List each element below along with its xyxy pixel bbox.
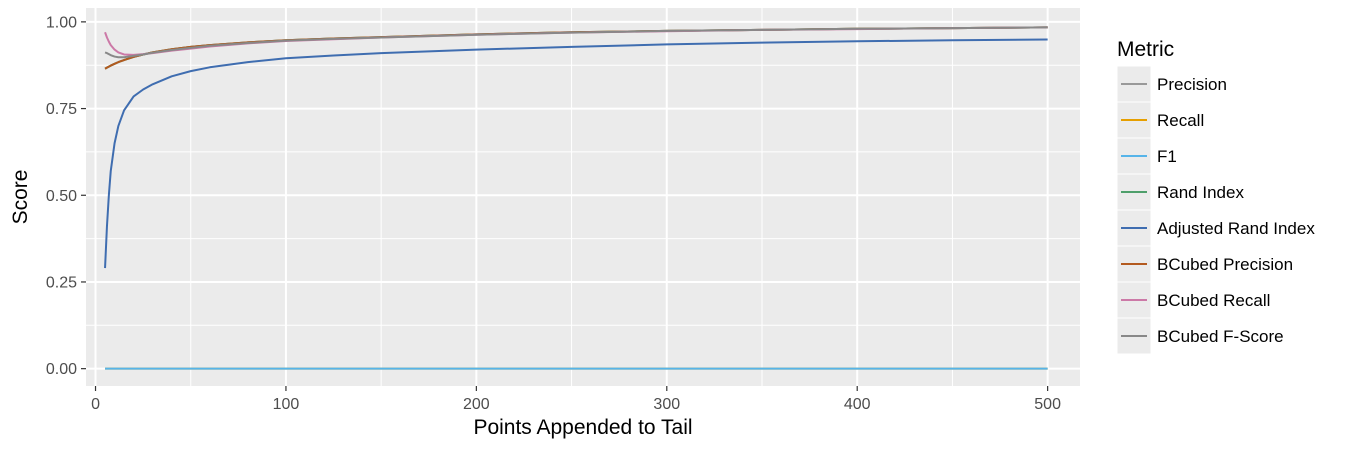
y-axis-title: Score [9,170,32,225]
y-tick-label: 0.75 [46,101,77,118]
legend-label: Recall [1157,111,1204,130]
y-tick-label: 1.00 [46,14,77,31]
x-tick-label: 500 [1034,396,1061,413]
legend-label: Adjusted Rand Index [1157,219,1315,238]
x-tick-label: 400 [844,396,871,413]
panel-background [86,8,1080,386]
legend-label: Precision [1157,75,1227,94]
series-lines [104,26,1048,370]
series-line-bcubed-f-score [104,26,1048,59]
legend-label: F1 [1157,147,1177,166]
x-tick-label: 300 [653,396,680,413]
axes: 0 100 200 300 400 500 0.00 0.25 0.50 0.75 1.00 [46,14,1061,413]
x-axis-title: Points Appended to Tail [473,416,692,439]
x-tick-label: 0 [91,396,100,413]
legend-title: Metric [1117,38,1174,61]
x-tick-label: 200 [463,396,490,413]
y-tick-label: 0.50 [46,188,77,205]
x-tick-label: 100 [273,396,300,413]
y-tick-label: 0.00 [46,361,77,378]
legend-label: Rand Index [1157,183,1244,202]
legend: Metric Precision Recall F1 Rand Index Adjust… [1116,38,1315,355]
legend-label: BCubed Precision [1157,255,1293,274]
legend-label: BCubed Recall [1157,291,1270,310]
series-line-adjusted-rand-index [104,38,1048,269]
y-tick-label: 0.25 [46,274,77,291]
legend-label: BCubed F-Score [1157,327,1284,346]
plot-panel [86,8,1080,386]
